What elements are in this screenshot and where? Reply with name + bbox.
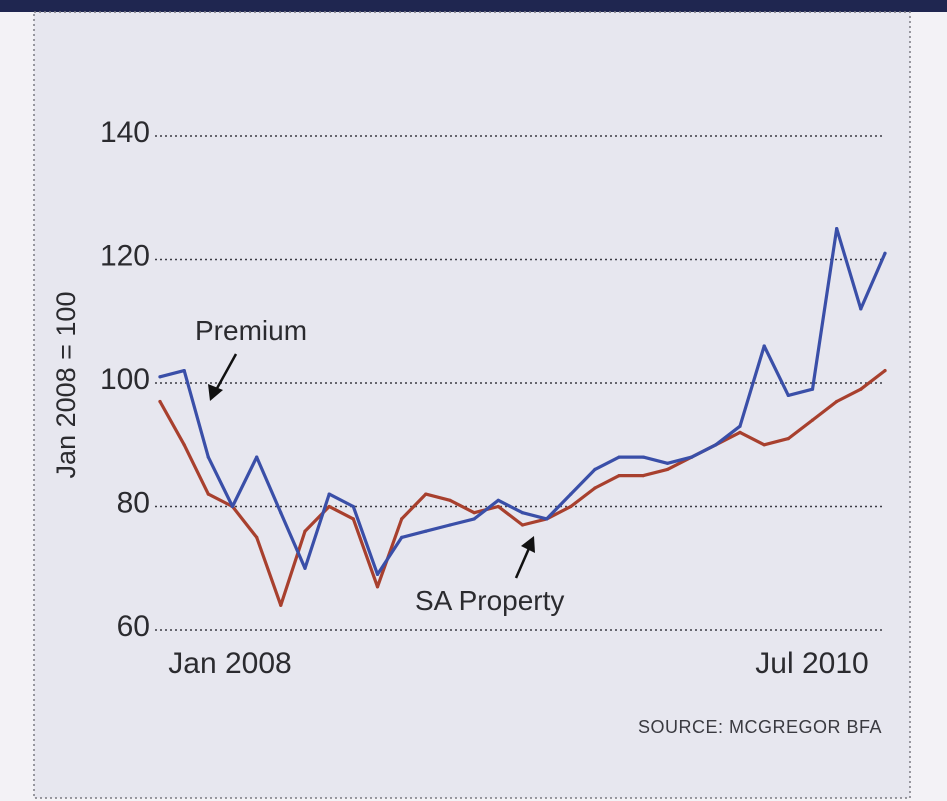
data-point-sa-property: [786, 437, 790, 441]
data-point-premium: [400, 535, 404, 540]
data-point-sa-property: [496, 504, 500, 509]
y-tick-label-60: 60: [117, 610, 150, 643]
data-point-sa-property: [351, 517, 355, 521]
data-point-premium: [810, 387, 815, 391]
annotation-premium: Premium: [195, 315, 307, 346]
data-point-sa-property: [158, 399, 162, 404]
data-point-premium: [665, 461, 670, 465]
data-point-premium: [690, 455, 694, 459]
data-point-premium: [182, 369, 186, 373]
data-point-sa-property: [641, 474, 645, 478]
data-point-sa-property: [375, 585, 380, 589]
data-point-sa-property: [520, 523, 525, 527]
data-point-sa-property: [665, 467, 670, 471]
data-point-premium: [883, 251, 887, 255]
data-point-premium: [545, 517, 549, 521]
data-point-sa-property: [206, 492, 210, 496]
data-point-sa-property: [255, 535, 259, 540]
y-tick-labels: 60 80 100 120 140: [100, 116, 150, 643]
data-point-sa-property: [883, 369, 887, 373]
data-point-premium: [762, 344, 766, 348]
data-point-sa-property: [448, 498, 452, 502]
data-point-premium: [375, 572, 380, 577]
data-point-premium: [206, 455, 210, 459]
y-tick-label-140: 140: [100, 116, 150, 149]
y-tick-label-120: 120: [100, 240, 150, 273]
data-point-sa-property: [593, 486, 597, 490]
data-point-premium: [569, 492, 573, 496]
data-point-sa-property: [859, 387, 863, 391]
annotation-premium-arrow: [208, 353, 238, 401]
data-point-sa-property: [617, 474, 621, 478]
data-point-sa-property: [810, 418, 815, 422]
plot-frame: [33, 11, 911, 799]
data-point-premium: [786, 393, 790, 397]
data-point-premium: [641, 455, 645, 459]
data-point-premium: [617, 455, 621, 459]
data-point-premium: [520, 511, 525, 515]
x-tick-label-start: Jan 2008: [168, 647, 291, 680]
data-point-premium: [424, 529, 428, 533]
data-point-sa-property: [762, 443, 766, 447]
data-point-premium: [714, 443, 718, 447]
data-point-premium: [496, 498, 500, 502]
data-point-sa-property: [738, 430, 742, 434]
data-point-premium: [448, 523, 452, 527]
source-note: SOURCE: MCGREGOR BFA: [638, 717, 882, 737]
data-point-premium: [279, 511, 283, 515]
data-point-premium: [303, 566, 307, 570]
data-point-sa-property: [472, 511, 476, 515]
data-point-sa-property: [303, 529, 307, 533]
header-band: [0, 0, 947, 12]
data-point-premium: [593, 467, 597, 471]
data-point-sa-property: [279, 603, 283, 607]
series-layer: [158, 227, 887, 607]
data-point-premium: [327, 492, 331, 496]
x-tick-label-end: Jul 2010: [755, 647, 868, 680]
data-point-sa-property: [182, 443, 186, 447]
data-point-premium: [351, 504, 355, 509]
annotation-sa-property-arrow: [514, 536, 535, 579]
data-point-premium: [835, 227, 839, 231]
data-point-sa-property: [327, 504, 331, 509]
data-point-premium: [255, 455, 259, 459]
data-point-premium: [158, 375, 162, 379]
y-tick-label-100: 100: [100, 363, 150, 396]
y-axis-title: Jan 2008 = 100: [51, 292, 81, 479]
data-point-sa-property: [835, 399, 839, 404]
data-point-sa-property: [400, 517, 404, 521]
data-point-premium: [230, 504, 235, 509]
data-point-premium: [859, 307, 863, 311]
data-point-sa-property: [424, 492, 428, 496]
y-tick-label-80: 80: [117, 487, 150, 520]
data-point-premium: [738, 424, 742, 428]
annotation-sa-property: SA Property: [415, 585, 564, 616]
data-point-premium: [472, 517, 476, 521]
data-point-sa-property: [569, 504, 573, 509]
